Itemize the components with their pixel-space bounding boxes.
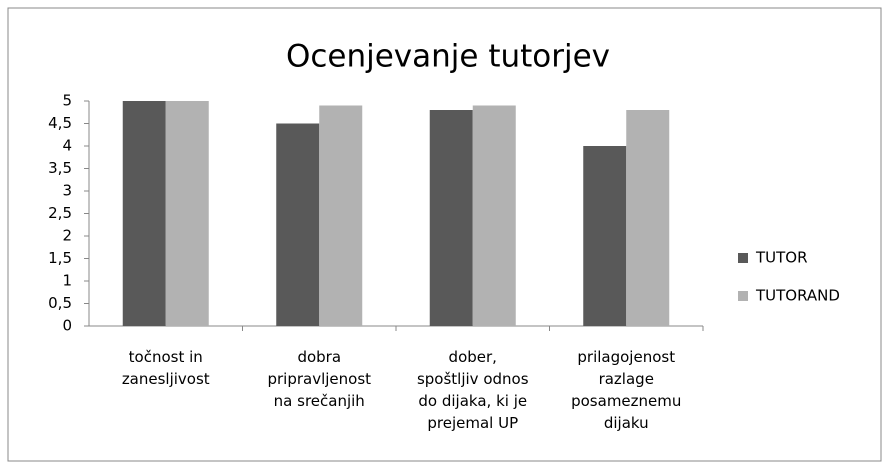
y-tick-label: 5 <box>62 92 72 110</box>
x-tick-label: prilagojenost razlage posameznemu dijaku <box>571 348 682 432</box>
bar <box>276 123 320 326</box>
x-tick-label: dober, spoštljiv odnos do dijaka, ki je … <box>416 348 529 432</box>
y-tick-label: 2 <box>62 227 72 245</box>
legend-label: TUTOR <box>755 249 808 267</box>
bar <box>626 110 670 326</box>
legend-swatch <box>738 291 748 301</box>
legend-swatch <box>738 253 748 263</box>
y-tick-label: 4,5 <box>48 114 72 132</box>
x-tick-label: točnost in zanesljivost <box>121 348 210 388</box>
y-tick-label: 3 <box>62 182 72 200</box>
y-tick-label: 3,5 <box>48 159 72 177</box>
y-tick-label: 1,5 <box>48 249 72 267</box>
y-tick-label: 0,5 <box>48 294 72 312</box>
bar <box>429 110 473 326</box>
legend-label: TUTORAND <box>755 287 840 305</box>
bar <box>472 105 516 326</box>
y-tick-label: 1 <box>62 272 72 290</box>
y-tick-label: 2,5 <box>48 204 72 222</box>
y-tick-label: 0 <box>62 317 72 335</box>
bar <box>583 146 627 326</box>
bar <box>122 101 166 326</box>
x-tick-label: dobra pripravljenost na srečanjih <box>267 348 372 410</box>
bar <box>319 105 363 326</box>
y-tick-label: 4 <box>62 137 72 155</box>
chart-title: Ocenjevanje tutorjev <box>286 39 610 75</box>
bar <box>165 101 209 326</box>
